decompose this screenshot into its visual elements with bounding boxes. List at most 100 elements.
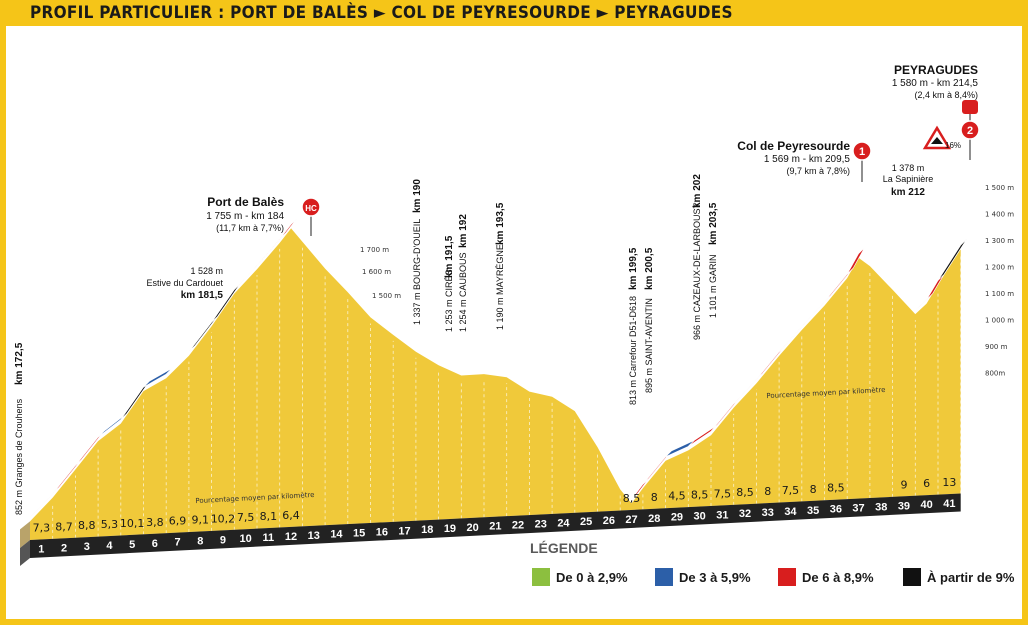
- waypoint-km: km 192: [458, 214, 469, 248]
- waypoint-km: km 190: [412, 179, 423, 213]
- km-marker: 12: [285, 531, 297, 543]
- km-marker: 34: [784, 506, 797, 518]
- km-marker: 4: [106, 540, 113, 552]
- legend-swatch-red: [778, 568, 796, 586]
- km-marker: 10: [240, 533, 252, 545]
- km-base-side: [20, 540, 30, 566]
- km-marker: 19: [444, 523, 456, 535]
- km-marker: 23: [535, 518, 547, 530]
- km-base-band: [30, 493, 961, 558]
- km-marker: 33: [762, 507, 774, 519]
- summit-detail: 1 755 m - km 184: [206, 211, 284, 222]
- km-marker: 1: [38, 543, 44, 555]
- legend-item-blue: De 3 à 5,9%: [655, 568, 751, 588]
- waypoint-alt: 1 378 m: [892, 163, 925, 173]
- km-marker: 40: [921, 499, 933, 511]
- altitude-tick: 1 000 m: [985, 317, 1014, 325]
- terrain-area: [30, 228, 961, 540]
- waypoint-label: 1 101 m GARIN: [708, 254, 718, 318]
- km-marker: 18: [421, 524, 433, 536]
- gradient-value: 8,5: [691, 489, 709, 502]
- waypoint-label: 1 253 m CIRÈS: [444, 269, 454, 332]
- waypoint-label: 1 190 m MAYRÈGNE: [495, 244, 505, 330]
- altitude-tick: 1 600 m: [362, 268, 391, 276]
- km-marker: 9: [220, 534, 226, 546]
- km-marker: 15: [353, 528, 365, 540]
- km-marker: 37: [852, 503, 864, 515]
- gradient-value: 7,3: [33, 521, 51, 534]
- legend-swatch-blue: [655, 568, 673, 586]
- waypoint-km: km 203,5: [708, 202, 719, 245]
- altitude-tick: 1 300 m: [985, 237, 1014, 245]
- altitude-tick: 900 m: [985, 343, 1008, 351]
- waypoint-km: km 199,5: [628, 247, 639, 290]
- summit-badge-label: 1: [859, 146, 865, 158]
- gradient-value: 8,1: [260, 510, 278, 523]
- altitude-tick: 1 700 m: [360, 246, 389, 254]
- gradient-value: 10,1: [120, 517, 145, 530]
- gradient-value: 5,3: [101, 518, 119, 531]
- km-marker: 25: [580, 516, 592, 528]
- waypoint-km: km 212: [891, 187, 925, 198]
- waypoint-km: km 172,5: [14, 342, 25, 385]
- summit-detail: 1 580 m - km 214,5: [892, 78, 979, 89]
- km-marker: 8: [197, 535, 203, 547]
- summit-grade: (2,4 km à 8,4%): [914, 90, 978, 100]
- km-marker: 27: [625, 514, 637, 526]
- km-marker: 11: [263, 532, 275, 544]
- warning-sign-glyph: [931, 137, 943, 144]
- waypoint-label: 1 337 m BOURG-D'OUEIL: [412, 219, 422, 325]
- waypoint-name: Estive du Cardouet: [146, 278, 223, 288]
- gradient-value: 8: [651, 491, 658, 504]
- waypoint-km: km 181,5: [181, 290, 224, 301]
- gradient-value: 7,5: [237, 511, 255, 524]
- legend-title: LÉGENDE: [530, 540, 598, 556]
- km-marker: 5: [129, 539, 135, 551]
- summit-name: PEYRAGUDES: [894, 63, 978, 77]
- altitude-tick: 1 400 m: [985, 211, 1014, 219]
- gradient-value: 8,5: [736, 486, 754, 499]
- altitude-tick: 1 500 m: [372, 292, 401, 300]
- legend-label: De 6 à 8,9%: [802, 569, 874, 585]
- gradient-value: 8,7: [55, 520, 73, 533]
- gradient-segment: [937, 238, 967, 281]
- warning-sign-label: 16%: [945, 141, 961, 150]
- km-marker: 29: [671, 512, 683, 524]
- km-marker: 38: [875, 501, 887, 513]
- km-marker: 22: [512, 520, 524, 532]
- gradient-value: 8,5: [623, 492, 641, 505]
- summit-badge-label: 2: [967, 125, 973, 137]
- finish-flag: [962, 100, 978, 114]
- legend-item-green: De 0 à 2,9%: [532, 568, 628, 588]
- gradient-value: 4,5: [668, 490, 686, 503]
- km-marker: 3: [84, 541, 90, 553]
- gradient-segment: [846, 247, 865, 275]
- gradient-value: 10,2: [211, 512, 236, 525]
- waypoint-label: 966 m CAZEAUX-DE-LARBOUST: [692, 202, 702, 340]
- legend-label: De 0 à 2,9%: [556, 569, 628, 585]
- terrain-side: [20, 521, 30, 548]
- waypoint-km: km 200,5: [644, 247, 655, 290]
- summit-name: Port de Balès: [207, 195, 284, 209]
- summit-badge: [301, 197, 321, 217]
- waypoint-label: 813 m Carrefour D51-D618: [628, 296, 638, 405]
- gradient-value: 9,1: [192, 513, 210, 526]
- legend-item-red: De 6 à 8,9%: [778, 568, 874, 588]
- legend-swatch-black: [903, 568, 921, 586]
- gradient-value: 7,5: [714, 487, 732, 500]
- km-marker: 14: [330, 529, 343, 541]
- waypoint-km: km 191,5: [444, 235, 455, 278]
- altitude-tick: 1 100 m: [985, 290, 1014, 298]
- gradient-value: 3,8: [146, 516, 164, 529]
- waypoint-label: 852 m Granges de Crouhens: [14, 398, 24, 515]
- km-marker: 26: [603, 515, 615, 527]
- waypoint-name: La Sapinière: [883, 174, 934, 184]
- header-tab: PROFIL PARTICULIER : PORT DE BALÈS ► COL…: [0, 0, 732, 26]
- gradient-value: 6: [923, 477, 930, 490]
- summit-name: Col de Peyresourde: [737, 139, 850, 153]
- km-marker: 31: [716, 509, 728, 521]
- gradient-value: 6,9: [169, 515, 187, 528]
- gradient-value: 8: [810, 483, 817, 496]
- km-marker: 41: [943, 498, 955, 510]
